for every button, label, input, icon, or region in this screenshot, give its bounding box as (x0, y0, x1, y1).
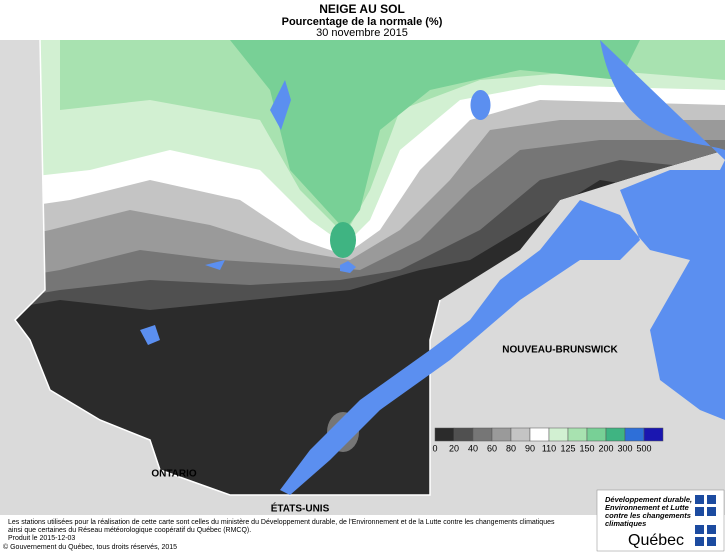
logo-flag (707, 537, 716, 546)
legend-swatch (586, 427, 607, 442)
map-label: ONTARIO (151, 469, 197, 480)
legend-label: 20 (449, 443, 459, 453)
legend-label: 110 (542, 443, 556, 453)
logo-flag (695, 537, 704, 546)
legend-label: 0 (432, 443, 437, 453)
footer-note: Les stations utilisées pour la réalisati… (8, 519, 555, 526)
legend-swatch (643, 427, 664, 442)
map: NOUVEAU-BRUNSWICK ONTARIO ÉTATS-UNIS (0, 39, 725, 515)
logo-name: Québec (628, 532, 684, 549)
logo-flag (695, 525, 704, 534)
legend-label: 60 (487, 443, 497, 453)
legend-swatch (472, 427, 493, 442)
legend-label: 150 (579, 443, 594, 453)
legend-label: 125 (560, 443, 575, 453)
legend-label: 500 (636, 443, 651, 453)
legend-swatch (491, 427, 512, 442)
legend-swatch (529, 427, 550, 442)
logo-ministry: Développement durable, (605, 495, 692, 504)
legend-label: 80 (506, 443, 516, 453)
map-label: ÉTATS-UNIS (271, 502, 330, 515)
logo-flag (707, 507, 716, 516)
legend-swatch (453, 427, 474, 442)
footer: Les stations utilisées pour la réalisati… (3, 519, 555, 551)
legend-label: 90 (525, 443, 535, 453)
footer-produced: Produit le 2015-12-03 (8, 535, 75, 542)
legend-label: 40 (468, 443, 478, 453)
logo-flag (707, 495, 716, 504)
legend-label: 300 (617, 443, 632, 453)
legend-label: 200 (598, 443, 613, 453)
logo-ministry: climatiques (605, 519, 646, 528)
date: 30 novembre 2015 (316, 27, 408, 39)
logo-ministry: Environnement et Lutte (605, 503, 689, 512)
legend-swatch (624, 427, 645, 442)
legend: 0 20 40 60 80 90 110 125 150 200 300 500 (432, 427, 664, 453)
subtitle: Pourcentage de la normale (%) (282, 16, 443, 28)
logo-flag (695, 495, 704, 504)
legend-swatch (434, 427, 455, 442)
footer-copyright: © Gouvernement du Québec, tous droits ré… (3, 543, 177, 551)
legend-swatch (567, 427, 588, 442)
legend-swatch (510, 427, 531, 442)
map-label: NOUVEAU-BRUNSWICK (502, 345, 618, 356)
title: NEIGE AU SOL (319, 2, 405, 16)
footer-note: ainsi que certaines du Réseau météorolog… (8, 527, 251, 534)
logo-flag (707, 525, 716, 534)
logo-flag (695, 507, 704, 516)
logo-ministry: contre les changements (605, 511, 691, 520)
legend-swatch (605, 427, 626, 442)
legend-swatch (548, 427, 569, 442)
logo: Développement durable,Environnement et L… (605, 495, 716, 549)
